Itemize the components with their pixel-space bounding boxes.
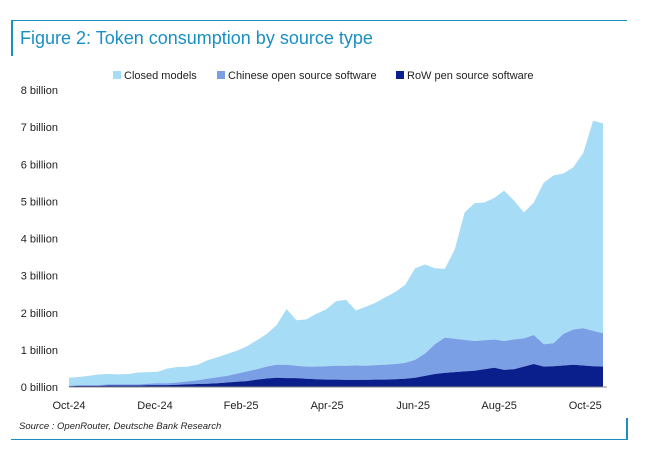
y-tick-label: 6 billion: [21, 159, 58, 171]
x-tick-label: Dec-24: [137, 400, 172, 412]
x-axis-ticks: Oct-24 Dec-24 Feb-25 Apr-25 Jun-25 Aug-25 Oct-…: [52, 400, 601, 412]
chinese-area: [69, 328, 603, 387]
frame-accent-left: [11, 20, 13, 56]
closed-area: [69, 120, 603, 386]
figure-title: Figure 2: Token consumption by source ty…: [20, 28, 373, 48]
legend-label: Closed models: [124, 70, 197, 82]
legend-label: Chinese open source software: [228, 70, 377, 82]
x-tick-label: Feb-25: [224, 400, 259, 412]
legend-swatch: [113, 71, 121, 79]
legend-label: RoW pen source software: [407, 70, 534, 82]
y-tick-label: 4 billion: [21, 234, 58, 246]
frame-accent-right: [626, 418, 628, 440]
y-tick-label: 3 billion: [21, 271, 58, 283]
source-note: Source : OpenRouter, Deutsche Bank Resea…: [19, 421, 222, 432]
x-tick-label: Oct-24: [52, 400, 85, 412]
x-tick-label: Apr-25: [311, 400, 344, 412]
y-tick-label: 1 billion: [21, 345, 58, 357]
y-tick-label: 8 billion: [21, 85, 58, 97]
legend-swatch: [217, 71, 225, 79]
y-tick-label: 5 billion: [21, 196, 58, 208]
x-tick-label: Aug-25: [481, 400, 516, 412]
frame-accent-top: [11, 20, 627, 21]
legend: Closed models Chinese open source softwar…: [113, 70, 534, 82]
row-area: [69, 364, 603, 387]
y-tick-label: 2 billion: [21, 308, 58, 320]
frame-accent-bottom: [11, 439, 628, 440]
y-tick-label: 7 billion: [21, 122, 58, 134]
x-tick-label: Jun-25: [396, 400, 430, 412]
area-layers: [69, 120, 603, 387]
y-axis-ticks: 0 billion 1 billion 2 billion 3 billion 4 bi…: [21, 85, 58, 394]
y-tick-label: 0 billion: [21, 382, 58, 394]
x-tick-label: Oct-25: [569, 400, 602, 412]
legend-swatch: [396, 71, 404, 79]
